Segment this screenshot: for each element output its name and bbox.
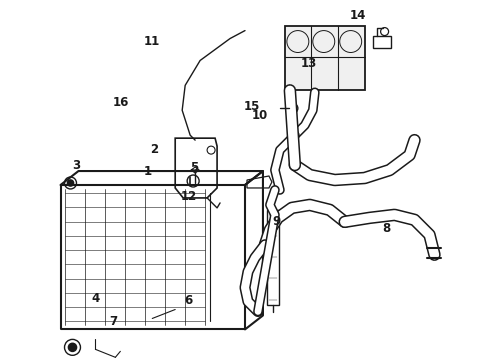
Text: 1: 1 (143, 165, 151, 177)
Bar (372, 36, 391, 48)
Text: 2: 2 (150, 143, 159, 156)
Text: 5: 5 (190, 161, 198, 174)
Text: 7: 7 (109, 315, 117, 328)
Text: 10: 10 (251, 109, 268, 122)
Text: 9: 9 (272, 215, 281, 228)
Text: 14: 14 (349, 9, 366, 22)
Bar (267, 210, 279, 305)
Circle shape (68, 180, 74, 186)
Text: 13: 13 (300, 57, 317, 70)
Text: 6: 6 (185, 294, 193, 307)
Text: 4: 4 (92, 292, 100, 305)
Circle shape (69, 343, 76, 351)
Text: 8: 8 (383, 222, 391, 235)
Text: 11: 11 (144, 35, 160, 49)
Text: 12: 12 (181, 190, 197, 203)
Bar (285, 26, 365, 90)
Text: 16: 16 (112, 96, 128, 109)
Text: 3: 3 (73, 159, 80, 172)
Text: 15: 15 (244, 100, 261, 113)
